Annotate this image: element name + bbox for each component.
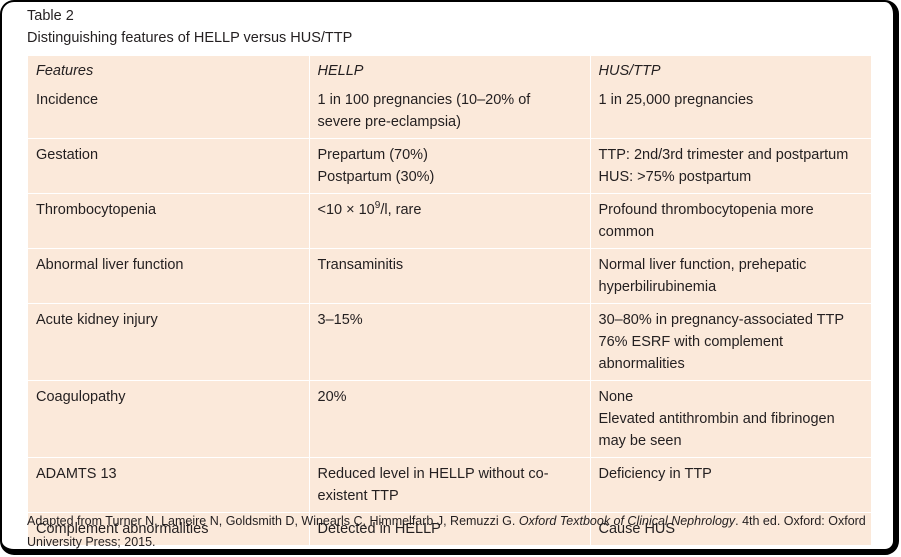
- comparison-table: Features HELLP HUS/TTP Incidence 1 in 10…: [28, 56, 871, 545]
- cell-line: <10 × 109/l, rare: [318, 199, 582, 221]
- table-row: Acute kidney injury 3–15% 30–80% in preg…: [28, 303, 871, 381]
- hus-ttp-cell: TTP: 2nd/3rd trimester and postpartum HU…: [589, 138, 871, 194]
- cell-line: abnormalities: [598, 356, 685, 372]
- table-row: Incidence 1 in 100 pregnancies (10–20% o…: [28, 84, 871, 139]
- table-footnote: Adapted from Turner N, Lameire N, Goldsm…: [27, 511, 887, 553]
- cell-line: Cause HUS: [598, 521, 676, 537]
- table-header-row: Features HELLP HUS/TTP: [28, 56, 871, 84]
- hus-ttp-cell: None Elevated antithrombin and fibrinoge…: [589, 380, 871, 458]
- cell-line: 1 in 25,000 pregnancies: [598, 92, 754, 108]
- cell-line: 20%: [317, 389, 347, 405]
- hus-ttp-cell: 30–80% in pregnancy-associated TTP 76% E…: [589, 303, 871, 381]
- feature-cell: ADAMTS 13: [28, 457, 309, 513]
- header-hellp: HELLP: [308, 56, 590, 84]
- cell-line: hyperbilirubinemia: [598, 279, 717, 295]
- cell-line: Transaminitis: [317, 257, 404, 273]
- hellp-cell: 1 in 100 pregnancies (10–20% of severe p…: [308, 84, 590, 139]
- hellp-cell: <10 × 109/l, rare: [308, 193, 590, 249]
- cell-line: Postpartum (30%): [317, 169, 435, 185]
- hus-ttp-cell: Deficiency in TTP: [589, 457, 871, 513]
- table-title: Distinguishing features of HELLP versus …: [27, 30, 353, 46]
- cell-line: severe pre-eclampsia): [317, 114, 461, 130]
- table-row: ADAMTS 13 Reduced level in HELLP without…: [28, 457, 871, 513]
- table-row: Complement abnormalities Detected in HEL…: [28, 512, 871, 545]
- hellp-cell: 3–15%: [308, 303, 590, 381]
- feature-cell: Abnormal liver function: [28, 248, 309, 304]
- cell-line: Prepartum (70%): [317, 147, 428, 163]
- cell-line: 30–80% in pregnancy-associated TTP: [598, 312, 845, 328]
- hus-ttp-cell: 1 in 25,000 pregnancies: [589, 84, 871, 139]
- cell-line: may be seen: [598, 433, 682, 449]
- cell-line: Elevated antithrombin and fibrinogen: [598, 411, 835, 427]
- header-hus-ttp: HUS/TTP: [589, 56, 871, 84]
- cell-line: 76% ESRF with complement: [598, 334, 784, 350]
- platelet-count-suffix: /l, rare: [380, 202, 422, 218]
- table-label: Table 2: [27, 8, 74, 24]
- hellp-cell: Prepartum (70%) Postpartum (30%): [308, 138, 590, 194]
- table-row: Abnormal liver function Transaminitis No…: [28, 248, 871, 304]
- hus-ttp-cell: Cause HUS: [589, 512, 871, 545]
- footnote-book-title: Oxford Textbook of Clinical Nephrology: [518, 514, 736, 528]
- footnote-suffix: . 4th ed. Oxford: Oxford University Pres…: [27, 514, 866, 549]
- cell-line: Detected in HELLP: [317, 521, 441, 537]
- cell-line: 1 in 100 pregnancies (10–20% of: [317, 92, 531, 108]
- cell-line: Normal liver function, prehepatic: [598, 257, 807, 273]
- hellp-cell: 20%: [308, 380, 590, 458]
- cell-line: Reduced level in HELLP without co-: [317, 466, 549, 482]
- table-row: Gestation Prepartum (70%) Postpartum (30…: [28, 138, 871, 194]
- feature-cell: Incidence: [36, 92, 99, 108]
- cell-line: HUS: >75% postpartum: [598, 169, 752, 185]
- exponent: 9: [374, 200, 381, 211]
- hellp-cell: Detected in HELLP: [308, 512, 590, 545]
- hellp-cell: Transaminitis: [308, 248, 590, 304]
- header-features: Features: [36, 63, 94, 79]
- cell-line: Profound thrombocytopenia more: [598, 202, 814, 218]
- feature-cell: Gestation: [28, 138, 309, 194]
- cell-line: Deficiency in TTP: [598, 466, 712, 482]
- cell-line: None: [598, 389, 634, 405]
- feature-cell: Thrombocytopenia: [28, 193, 309, 249]
- hus-ttp-cell: Profound thrombocytopenia more common: [589, 193, 871, 249]
- footnote-prefix: Adapted from Turner N, Lameire N, Goldsm…: [27, 514, 519, 528]
- hus-ttp-cell: Normal liver function, prehepatic hyperb…: [589, 248, 871, 304]
- cell-line: 3–15%: [317, 312, 363, 328]
- feature-cell: Complement abnormalities: [28, 512, 309, 545]
- cell-line: TTP: 2nd/3rd trimester and postpartum: [598, 147, 849, 163]
- hellp-cell: Reduced level in HELLP without co- exist…: [308, 457, 590, 513]
- platelet-count-prefix: <10 × 10: [317, 202, 375, 218]
- cell-line: common: [598, 224, 655, 240]
- table-row: Coagulopathy 20% None Elevated antithrom…: [28, 380, 871, 458]
- cell-line: existent TTP: [317, 488, 399, 504]
- feature-cell: Acute kidney injury: [28, 303, 309, 381]
- table-row: Thrombocytopenia <10 × 109/l, rare Profo…: [28, 193, 871, 249]
- feature-cell: Coagulopathy: [28, 380, 309, 458]
